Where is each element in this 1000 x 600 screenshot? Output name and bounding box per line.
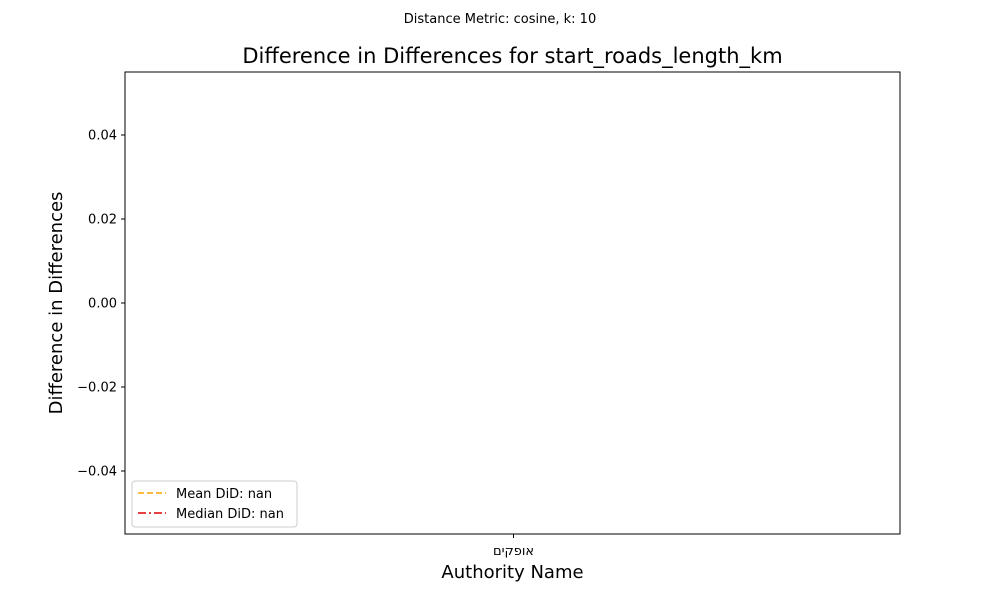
y-tick-label: 0.00	[88, 297, 117, 312]
y-tick-label: 0.04	[88, 129, 117, 144]
y-axis-ticks: −0.04 −0.02 0.00 0.02 0.04	[77, 129, 125, 480]
legend-box	[131, 480, 298, 528]
legend: Mean DiD: nan Median DiD: nan	[131, 480, 298, 528]
x-tick-label: אופקים	[493, 544, 534, 559]
y-tick-label: −0.04	[77, 465, 117, 480]
plot-frame	[124, 71, 901, 535]
y-axis-label: Difference in Differences	[46, 192, 67, 415]
x-axis-label: Authority Name	[441, 562, 583, 583]
legend-label-mean: Mean DiD: nan	[176, 487, 272, 502]
x-axis-ticks: אופקים	[493, 534, 534, 559]
y-tick-label: 0.02	[88, 213, 117, 228]
chart-title: Difference in Differences for start_road…	[242, 44, 782, 69]
y-tick-label: −0.02	[77, 381, 117, 396]
legend-label-median: Median DiD: nan	[176, 507, 284, 522]
figure-suptitle: Distance Metric: cosine, k: 10	[404, 12, 596, 27]
plot-area	[125, 72, 900, 534]
